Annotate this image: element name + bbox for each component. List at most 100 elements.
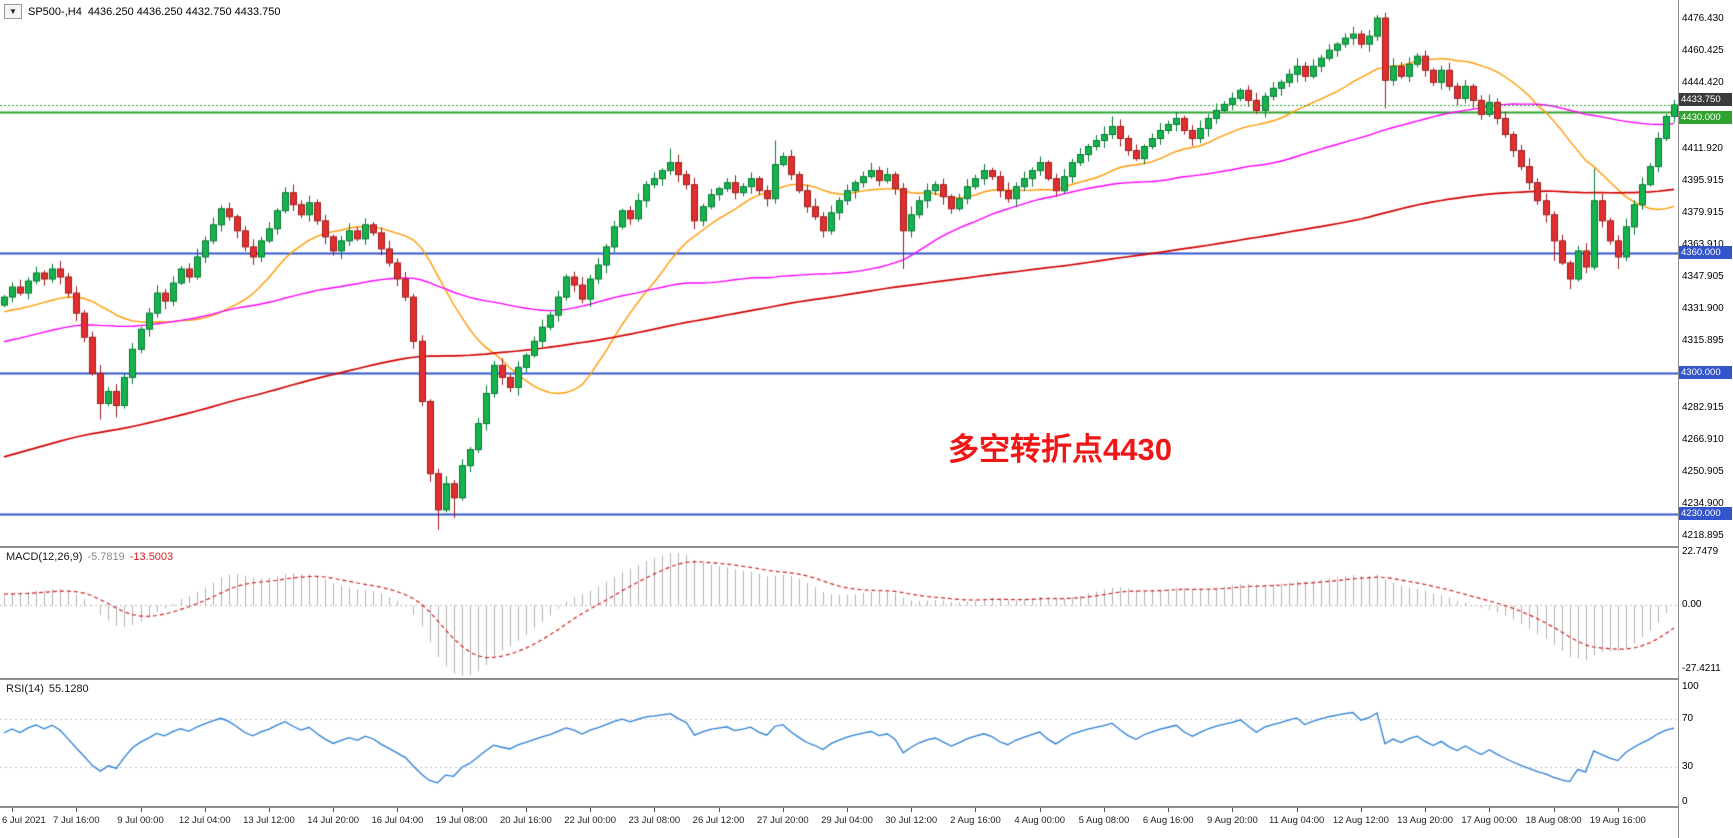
time-axis-label: 19 Aug 16:00 <box>1589 815 1646 826</box>
price-level-badge: 4430.000 <box>1679 111 1732 125</box>
time-axis-label: 11 Aug 04:00 <box>1268 815 1325 826</box>
chart-text-annotation: 多空转折点4430 <box>948 432 1172 467</box>
price-axis-label: 4363.910 <box>1682 239 1724 251</box>
rsi-value: 55.1280 <box>48 683 89 695</box>
rsi-indicator-name: RSI(14) <box>6 683 44 695</box>
time-tick <box>269 808 270 812</box>
price-axis-label: 4234.900 <box>1682 498 1724 510</box>
price-axis-label: 4379.915 <box>1682 206 1724 218</box>
panel-separator[interactable] <box>0 546 1733 548</box>
time-axis-label: 30 Jul 12:00 <box>885 815 938 826</box>
value-axis[interactable]: 4476.430 4460.425 4444.420 4411.920 4395.915… <box>1678 0 1733 838</box>
price-axis-label: 4476.430 <box>1682 13 1724 25</box>
price-axis-label: 4250.905 <box>1682 465 1724 477</box>
macd-indicator-canvas[interactable] <box>0 548 1678 678</box>
symbol-period-title: SP500-,H4 <box>28 5 82 18</box>
time-tick <box>847 808 848 812</box>
time-axis-label: 7 Jul 16:00 <box>53 815 100 826</box>
time-tick <box>911 808 912 812</box>
time-tick <box>12 808 13 812</box>
time-axis-label: 12 Aug 12:00 <box>1332 815 1389 826</box>
macd-axis-label: -27.4211 <box>1682 662 1721 674</box>
time-axis-label: 27 Jul 20:00 <box>756 815 809 826</box>
time-axis-label: 12 Jul 04:00 <box>178 815 231 826</box>
price-axis-label: 4218.895 <box>1682 530 1724 542</box>
time-axis-label: 16 Jul 04:00 <box>371 815 424 826</box>
time-axis-label: 9 Aug 20:00 <box>1207 815 1258 826</box>
time-tick <box>1361 808 1362 812</box>
panel-separator <box>0 806 1733 808</box>
rsi-axis-label: 100 <box>1682 681 1699 692</box>
time-tick <box>1168 808 1169 812</box>
time-axis-label: 13 Jul 12:00 <box>243 815 295 826</box>
time-axis-label: 5 Aug 08:00 <box>1078 815 1130 826</box>
time-axis-label: 6 Aug 16:00 <box>1142 815 1194 826</box>
time-axis-label: 18 Aug 08:00 <box>1525 815 1582 826</box>
time-axis-label: 22 Jul 00:00 <box>564 815 616 826</box>
time-tick <box>1554 808 1555 812</box>
time-axis[interactable]: 6 Jul 2021 7 Jul 16:00 9 Jul 00:00 12 Jul 0… <box>0 808 1678 838</box>
chart-header: ▼ SP500-,H4 4436.250 4436.250 4432.750 4… <box>4 4 281 19</box>
one-click-trading-collapse-button[interactable]: ▼ <box>4 4 22 19</box>
time-tick <box>1489 808 1490 812</box>
price-level-badge: 4433.750 <box>1679 92 1732 106</box>
time-tick <box>1104 808 1105 812</box>
panel-separator[interactable] <box>0 678 1733 680</box>
price-chart-canvas[interactable] <box>0 0 1678 546</box>
time-tick <box>654 808 655 812</box>
time-tick <box>1618 808 1619 812</box>
time-tick <box>975 808 976 812</box>
price-axis-label: 4347.905 <box>1682 271 1724 283</box>
macd-main-value: -5.7819 <box>87 551 125 563</box>
time-tick <box>1425 808 1426 812</box>
time-tick <box>1297 808 1298 812</box>
time-tick <box>526 808 527 812</box>
price-axis-label: 4395.915 <box>1682 174 1724 186</box>
time-axis-label: 20 Jul 16:00 <box>499 815 552 826</box>
time-tick <box>1232 808 1233 812</box>
time-axis-label: 4 Aug 00:00 <box>1014 815 1066 826</box>
price-axis-label: 4460.425 <box>1682 45 1724 57</box>
time-tick <box>205 808 206 812</box>
time-axis-label: 26 Jul 12:00 <box>692 815 745 826</box>
rsi-axis-label: 30 <box>1682 760 1694 772</box>
price-axis-label: 4266.910 <box>1682 433 1724 445</box>
price-level-badge: 4230.000 <box>1679 506 1732 520</box>
time-axis-label: 13 Aug 20:00 <box>1397 815 1454 826</box>
time-axis-label: 23 Jul 08:00 <box>628 815 681 826</box>
time-axis-label: 19 Jul 08:00 <box>435 815 488 826</box>
time-tick <box>462 808 463 812</box>
ohlc-values: 4436.250 4436.250 4432.750 4433.750 <box>87 5 281 18</box>
time-axis-label: 9 Jul 00:00 <box>117 815 164 826</box>
price-axis-label: 4315.895 <box>1682 335 1724 347</box>
rsi-axis-label: 0 <box>1682 796 1688 807</box>
rsi-label: RSI(14) 55.1280 <box>6 683 89 695</box>
macd-indicator-name: MACD(12,26,9) <box>6 551 83 563</box>
time-axis-label: 17 Aug 00:00 <box>1461 815 1518 826</box>
time-axis-label: 2 Aug 16:00 <box>950 815 1001 826</box>
time-axis-label: 14 Jul 20:00 <box>307 815 360 826</box>
time-tick <box>397 808 398 812</box>
price-axis-label: 4282.915 <box>1682 401 1724 413</box>
time-tick <box>1040 808 1041 812</box>
time-tick <box>333 808 334 812</box>
macd-signal-value: -13.5003 <box>129 551 174 563</box>
time-tick <box>783 808 784 812</box>
time-tick <box>590 808 591 812</box>
time-tick <box>76 808 77 812</box>
rsi-axis-label: 70 <box>1682 713 1694 725</box>
time-axis-label: 6 Jul 2021 <box>2 815 46 826</box>
price-level-badge: 4300.000 <box>1679 366 1732 380</box>
price-axis-label: 4331.900 <box>1682 303 1724 315</box>
price-axis-label: 4411.920 <box>1682 142 1723 154</box>
price-axis-label: 4444.420 <box>1682 77 1724 89</box>
price-level-badge: 4360.000 <box>1679 245 1732 259</box>
macd-label: MACD(12,26,9) -5.7819 -13.5003 <box>6 551 173 563</box>
time-tick <box>719 808 720 812</box>
macd-axis-label: 22.7479 <box>1682 546 1719 558</box>
rsi-indicator-canvas[interactable] <box>0 680 1678 806</box>
time-axis-label: 29 Jul 04:00 <box>821 815 873 826</box>
macd-axis-label: 0.00 <box>1682 598 1702 610</box>
time-tick <box>141 808 142 812</box>
